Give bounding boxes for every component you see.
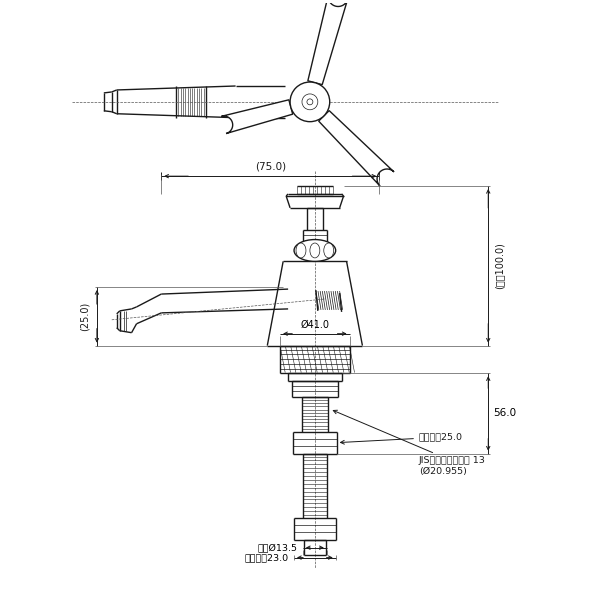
- Polygon shape: [308, 0, 347, 85]
- Circle shape: [290, 82, 330, 122]
- Text: (75.0): (75.0): [255, 161, 286, 171]
- Text: 六角外径23.0: 六角外径23.0: [245, 553, 289, 562]
- Text: (25.0): (25.0): [80, 302, 90, 331]
- Text: (Ø20.955): (Ø20.955): [419, 467, 467, 476]
- Polygon shape: [221, 100, 293, 134]
- Ellipse shape: [294, 239, 335, 262]
- Ellipse shape: [310, 243, 320, 258]
- Text: (最大100.0): (最大100.0): [494, 242, 504, 289]
- Polygon shape: [319, 110, 394, 186]
- Ellipse shape: [296, 243, 306, 258]
- Text: JIS給水栓取付ねじ 13: JIS給水栓取付ねじ 13: [333, 410, 486, 466]
- Text: 六角外径25.0: 六角外径25.0: [341, 433, 463, 444]
- Text: 内径Ø13.5: 内径Ø13.5: [258, 543, 298, 552]
- Text: 56.0: 56.0: [493, 409, 517, 418]
- Text: Ø41.0: Ø41.0: [301, 320, 329, 330]
- Ellipse shape: [324, 243, 334, 258]
- Circle shape: [307, 99, 313, 105]
- Circle shape: [302, 94, 318, 110]
